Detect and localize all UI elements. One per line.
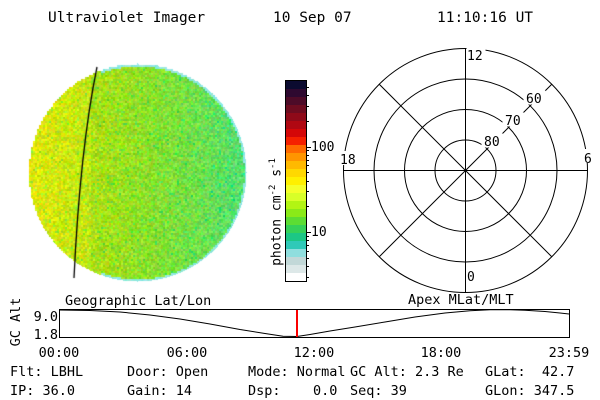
svg-text:12: 12 [467, 49, 483, 64]
status-gc-alt: GC Alt: 2.3 Re [350, 364, 464, 380]
uv-image-disk [27, 61, 249, 283]
svg-text:18: 18 [340, 153, 356, 168]
xtick-1800: 18:00 [418, 345, 464, 361]
status-gain: Gain: 14 [127, 383, 192, 399]
status-glat: GLat: 42.7 [485, 364, 574, 380]
page-title: Ultraviolet Imager [48, 10, 205, 26]
status-seq: Seq: 39 [350, 383, 407, 399]
xtick-0600: 06:00 [164, 345, 210, 361]
colorbar-unit-label: photon cm-2 s-1 [268, 142, 284, 282]
xtick-0000: 00:00 [36, 345, 82, 361]
ytick-9-0: 9.0 [32, 309, 58, 325]
apex-mlat-mlt-caption: Apex MLat/MLT [408, 292, 514, 308]
colorbar-gradient [285, 80, 307, 282]
status-glon: GLon: 347.5 [485, 383, 574, 399]
status-mode: Mode: Normal [248, 364, 346, 380]
xtick-2359: 23:59 [546, 345, 592, 361]
colorbar-tick-100: 100 [311, 140, 334, 155]
svg-text:0: 0 [467, 270, 475, 285]
gc-alt-strip-chart [59, 309, 570, 338]
svg-text:60: 60 [526, 92, 542, 107]
ytick-1-8: 1.8 [32, 327, 58, 343]
uvi-display-window: { "window": { "title": "Ultraviolet Imag… [0, 0, 600, 400]
status-dsp: Dsp: 0.0 [248, 383, 337, 399]
svg-text:70: 70 [505, 114, 521, 129]
gc-alt-axis-label: GC Alt [8, 292, 24, 352]
status-door: Door: Open [127, 364, 208, 380]
xtick-1200: 12:00 [291, 345, 337, 361]
polar-mlat-mlt-grid: 12 18 6 0 80 70 60 [336, 42, 596, 300]
time-label: 11:10:16 UT [437, 10, 533, 26]
svg-text:80: 80 [484, 135, 500, 150]
status-ip: IP: 36.0 [10, 383, 75, 399]
date-label: 10 Sep 07 [273, 10, 352, 26]
svg-text:6: 6 [584, 152, 592, 167]
geographic-latlon-caption: Geographic Lat/Lon [65, 293, 211, 309]
colorbar-tick-10: 10 [311, 225, 327, 240]
status-filter: Flt: LBHL [10, 364, 83, 380]
